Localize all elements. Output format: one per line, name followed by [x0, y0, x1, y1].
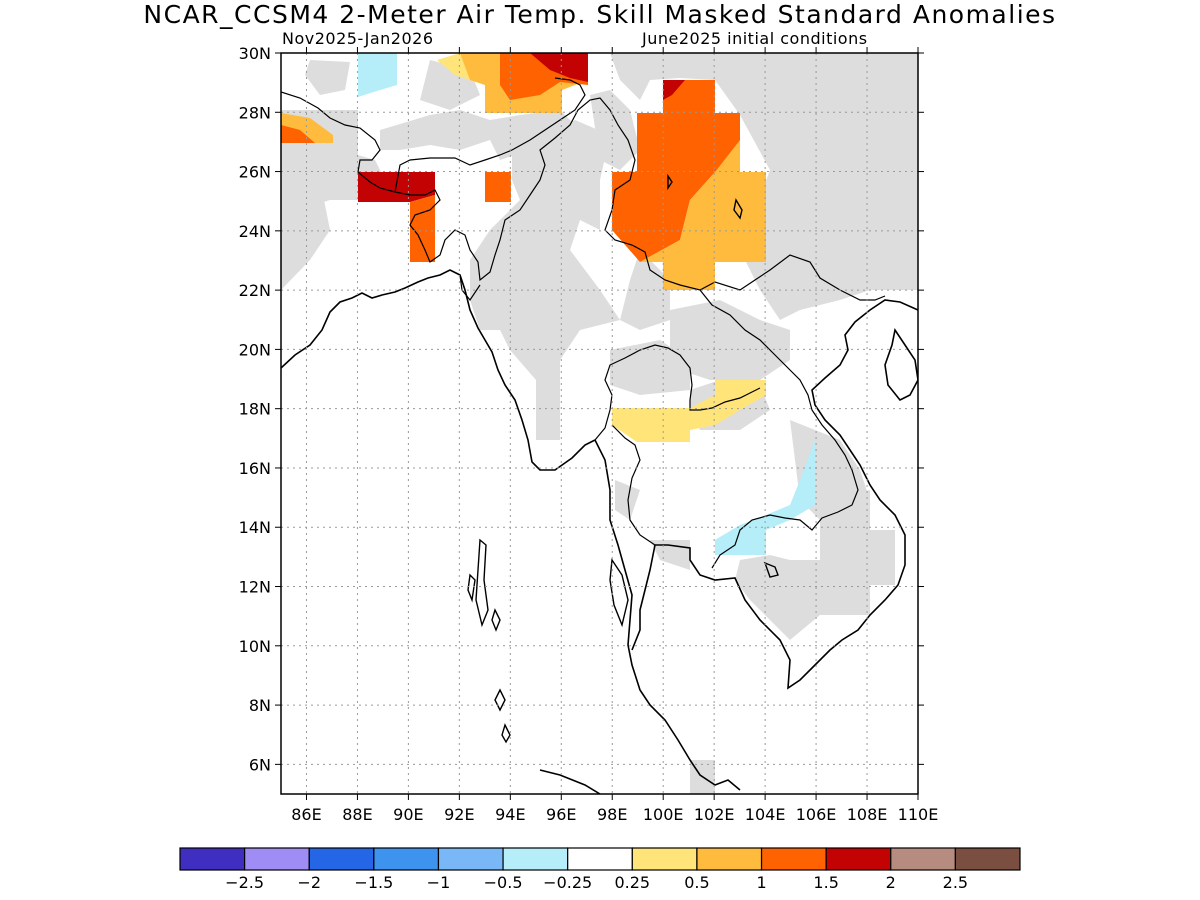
colorbar-swatch — [631, 847, 698, 871]
lat-tick-label: 26N — [239, 163, 271, 182]
anomaly-region-red-orange-assam — [485, 172, 511, 202]
map-frame — [280, 52, 919, 795]
lon-tick-label: 110E — [898, 805, 939, 824]
lat-tick-label: 18N — [239, 400, 271, 419]
colorbar — [179, 847, 1021, 871]
colorbar-label: 1.5 — [813, 873, 838, 892]
initial-conditions: June2025 initial conditions — [642, 29, 868, 48]
anomaly-region-dark-red-tibet — [530, 53, 588, 82]
lon-tick-label: 96E — [546, 805, 576, 824]
anomaly-region-dark-red-yunnan — [663, 80, 685, 100]
colorbar-swatch — [567, 847, 633, 871]
anomaly-region-light-blue-cambodia — [715, 440, 815, 555]
lat-tick-label: 24N — [239, 222, 271, 241]
colorbar-swatch — [502, 847, 569, 871]
lon-tick-label: 108E — [847, 805, 888, 824]
colorbar-label: −2.5 — [225, 873, 264, 892]
colorbar-labels: −2.5 −2 −1.5 −1 −0.5 −0.25 0.25 0.5 1 1.5 2 2.5 — [225, 873, 968, 892]
lon-tick-label: 92E — [444, 805, 474, 824]
lon-tick-label: 104E — [745, 805, 786, 824]
colorbar-label: −0.25 — [543, 873, 592, 892]
lat-tick-label: 10N — [239, 637, 271, 656]
anomaly-region-light-blue-north — [358, 53, 397, 97]
lon-tick-label: 98E — [597, 805, 627, 824]
anomaly-region-red-orange-bangladesh — [410, 195, 435, 262]
colorbar-swatch — [308, 847, 375, 871]
lat-tick-label: 8N — [249, 696, 271, 715]
colorbar-swatch — [373, 847, 440, 871]
colorbar-swatch — [825, 847, 892, 871]
colorbar-swatch — [437, 847, 504, 871]
lon-tick-label: 86E — [291, 805, 321, 824]
lon-tick-label: 94E — [495, 805, 525, 824]
colorbar-swatch — [890, 847, 956, 871]
forecast-period: Nov2025-Jan2026 — [282, 29, 434, 48]
anomaly-region-orange-yunnan — [640, 140, 766, 290]
map-gridlines — [281, 53, 918, 794]
colorbar-swatch — [244, 847, 310, 871]
colorbar-label: 2.5 — [943, 873, 968, 892]
lat-tick-label: 28N — [239, 103, 271, 122]
lat-tick-label: 22N — [239, 281, 271, 300]
lon-tick-label: 88E — [342, 805, 372, 824]
lon-tick-label: 106E — [796, 805, 837, 824]
lat-tick-label: 12N — [239, 578, 271, 597]
colorbar-swatch — [954, 847, 1021, 871]
colorbar-label: −2 — [297, 873, 321, 892]
lon-tick-label: 90E — [393, 805, 423, 824]
longitude-axis: 86E 88E 90E 92E 94E 96E 98E 100E 102E 104E 106E 108… — [291, 805, 938, 824]
colorbar-label: −0.5 — [484, 873, 523, 892]
skill-mask-area — [281, 53, 918, 794]
map-title: NCAR_CCSM4 2-Meter Air Temp. Skill Maske… — [143, 0, 1057, 29]
colorbar-label: 2 — [886, 873, 896, 892]
lat-tick-label: 14N — [239, 518, 271, 537]
lat-tick-label: 20N — [239, 340, 271, 359]
colorbar-swatch — [179, 847, 246, 871]
lon-tick-label: 100E — [643, 805, 684, 824]
latitude-axis: 6N 8N 10N 12N 14N 16N 18N 20N 22N 24N 26N 28N 30N — [239, 44, 271, 774]
colorbar-label: −1 — [427, 873, 451, 892]
colorbar-swatch — [760, 847, 827, 871]
colorbar-label: 0.25 — [614, 873, 650, 892]
lat-tick-label: 16N — [239, 459, 271, 478]
anomaly-region-red-orange-yunnan — [612, 80, 740, 262]
colorbar-label: 1 — [756, 873, 766, 892]
lat-tick-label: 6N — [249, 755, 271, 774]
colorbar-label: −1.5 — [354, 873, 393, 892]
colorbar-swatch — [696, 847, 763, 871]
anomaly-region-yellow-laos — [612, 380, 766, 442]
lat-tick-label: 30N — [239, 44, 271, 63]
coastlines-and-borders — [281, 269, 918, 794]
colorbar-label: 0.5 — [684, 873, 709, 892]
lon-tick-label: 102E — [694, 805, 735, 824]
